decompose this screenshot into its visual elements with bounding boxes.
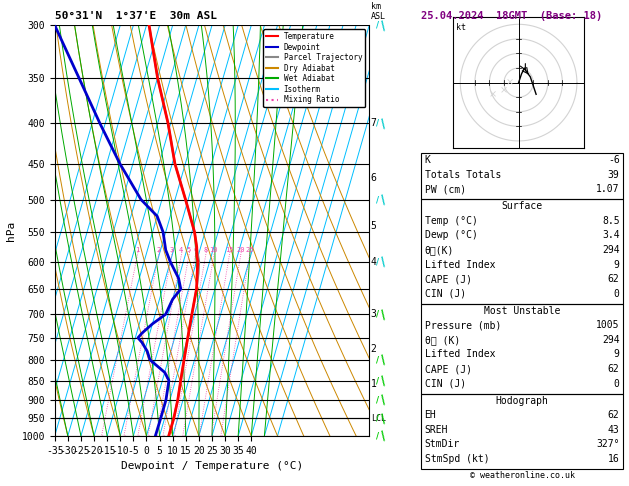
Text: 9: 9 xyxy=(614,349,620,360)
Y-axis label: hPa: hPa xyxy=(6,221,16,241)
Text: 3.4: 3.4 xyxy=(602,230,620,241)
Text: Surface: Surface xyxy=(501,201,543,211)
Text: /: / xyxy=(379,117,389,130)
Text: 6: 6 xyxy=(193,247,198,253)
Text: /: / xyxy=(379,308,389,321)
Text: 62: 62 xyxy=(608,410,620,420)
Text: /: / xyxy=(376,414,379,423)
X-axis label: Dewpoint / Temperature (°C): Dewpoint / Temperature (°C) xyxy=(121,461,303,471)
Text: 0: 0 xyxy=(614,289,620,299)
Text: 9: 9 xyxy=(614,260,620,270)
Text: Hodograph: Hodograph xyxy=(496,396,548,406)
Text: 1: 1 xyxy=(135,247,140,253)
Text: 39: 39 xyxy=(608,170,620,180)
Text: /: / xyxy=(376,257,379,266)
Text: 25: 25 xyxy=(245,247,253,253)
Text: kt: kt xyxy=(456,23,466,32)
Text: 5: 5 xyxy=(187,247,191,253)
Text: km
ASL: km ASL xyxy=(370,2,386,21)
Text: /: / xyxy=(379,412,389,425)
Text: 1.07: 1.07 xyxy=(596,184,620,194)
Legend: Temperature, Dewpoint, Parcel Trajectory, Dry Adiabat, Wet Adiabat, Isotherm, Mi: Temperature, Dewpoint, Parcel Trajectory… xyxy=(263,29,365,107)
Text: 16: 16 xyxy=(608,454,620,464)
Text: 1: 1 xyxy=(370,380,377,389)
Text: K: K xyxy=(425,155,430,165)
Text: ⨯: ⨯ xyxy=(500,85,508,95)
Text: θᴇ(K): θᴇ(K) xyxy=(425,245,454,255)
Text: 2: 2 xyxy=(370,344,377,354)
Text: /: / xyxy=(376,310,379,319)
Text: 7: 7 xyxy=(370,119,377,128)
Text: 294: 294 xyxy=(602,335,620,345)
Text: /: / xyxy=(379,393,389,407)
Text: CAPE (J): CAPE (J) xyxy=(425,364,472,374)
Text: 25.04.2024  18GMT  (Base: 18): 25.04.2024 18GMT (Base: 18) xyxy=(421,11,603,21)
Text: /: / xyxy=(379,193,389,206)
Text: SREH: SREH xyxy=(425,425,448,435)
Text: /: / xyxy=(376,432,379,440)
Text: StmSpd (kt): StmSpd (kt) xyxy=(425,454,489,464)
Text: /: / xyxy=(379,374,389,387)
Text: -6: -6 xyxy=(608,155,620,165)
Text: Lifted Index: Lifted Index xyxy=(425,349,495,360)
Text: 327°: 327° xyxy=(596,439,620,450)
Text: 0: 0 xyxy=(614,379,620,389)
Text: /: / xyxy=(379,353,389,366)
Text: 3: 3 xyxy=(169,247,174,253)
Text: 1005: 1005 xyxy=(596,320,620,330)
Text: LCL: LCL xyxy=(370,414,386,423)
Text: θᴇ (K): θᴇ (K) xyxy=(425,335,460,345)
Text: 50°31'N  1°37'E  30m ASL: 50°31'N 1°37'E 30m ASL xyxy=(55,11,217,21)
Text: CIN (J): CIN (J) xyxy=(425,379,465,389)
Text: Lifted Index: Lifted Index xyxy=(425,260,495,270)
Text: /: / xyxy=(376,376,379,385)
Text: EH: EH xyxy=(425,410,437,420)
Text: /: / xyxy=(379,255,389,268)
Text: /: / xyxy=(376,195,379,204)
Text: 2: 2 xyxy=(156,247,160,253)
Text: /: / xyxy=(379,18,389,32)
Text: 62: 62 xyxy=(608,364,620,374)
Text: Temp (°C): Temp (°C) xyxy=(425,216,477,226)
Text: 8: 8 xyxy=(203,247,208,253)
Text: 3: 3 xyxy=(370,309,377,319)
Text: 15: 15 xyxy=(225,247,233,253)
Text: CIN (J): CIN (J) xyxy=(425,289,465,299)
Text: 294: 294 xyxy=(602,245,620,255)
Text: /: / xyxy=(376,355,379,364)
Text: 62: 62 xyxy=(608,274,620,284)
Text: 43: 43 xyxy=(608,425,620,435)
Text: 10: 10 xyxy=(209,247,218,253)
Text: StmDir: StmDir xyxy=(425,439,460,450)
Text: ⨯: ⨯ xyxy=(506,78,514,87)
Text: 4: 4 xyxy=(370,257,377,267)
Text: Pressure (mb): Pressure (mb) xyxy=(425,320,501,330)
Text: /: / xyxy=(379,429,389,443)
Text: 20: 20 xyxy=(237,247,245,253)
Text: /: / xyxy=(376,21,379,30)
Text: ⨯: ⨯ xyxy=(488,89,496,99)
Text: CAPE (J): CAPE (J) xyxy=(425,274,472,284)
Text: © weatheronline.co.uk: © weatheronline.co.uk xyxy=(470,471,574,480)
Text: 6: 6 xyxy=(370,174,377,183)
Text: 8.5: 8.5 xyxy=(602,216,620,226)
Text: 4: 4 xyxy=(179,247,183,253)
Text: PW (cm): PW (cm) xyxy=(425,184,465,194)
Text: /: / xyxy=(376,396,379,404)
Text: 5: 5 xyxy=(370,221,377,231)
Text: Most Unstable: Most Unstable xyxy=(484,306,560,316)
Text: /: / xyxy=(376,119,379,128)
Text: Totals Totals: Totals Totals xyxy=(425,170,501,180)
Text: Dewp (°C): Dewp (°C) xyxy=(425,230,477,241)
